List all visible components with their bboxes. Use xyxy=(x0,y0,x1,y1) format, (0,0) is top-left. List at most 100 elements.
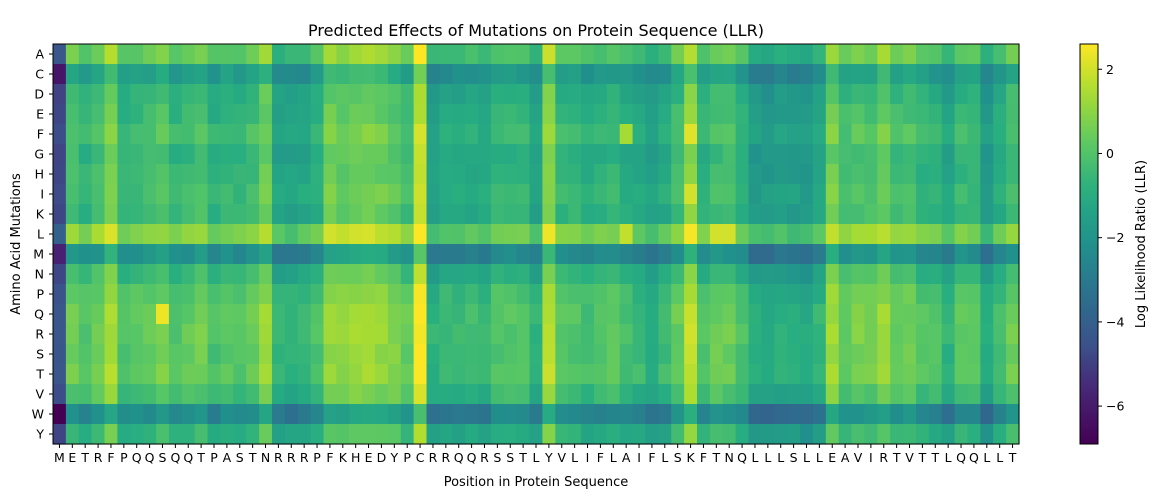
heatmap-cell xyxy=(375,164,389,185)
heatmap-cell xyxy=(568,364,582,385)
heatmap-cell xyxy=(78,324,93,345)
heatmap-cell xyxy=(143,364,157,385)
heatmap-cell xyxy=(890,244,904,265)
heatmap-cell xyxy=(336,384,350,405)
heatmap-cell xyxy=(439,44,453,65)
heatmap-cell xyxy=(697,244,711,265)
heatmap-cell xyxy=(465,44,479,65)
heatmap-cell xyxy=(555,224,569,245)
heatmap-cell xyxy=(439,324,453,345)
heatmap-cell xyxy=(800,264,814,285)
heatmap-cell xyxy=(53,164,67,185)
heatmap-cell xyxy=(65,284,80,305)
heatmap-cell xyxy=(207,164,222,185)
x-tick-label: N xyxy=(261,450,270,465)
heatmap-cell xyxy=(980,44,994,65)
heatmap-cell xyxy=(787,184,801,205)
heatmap-cell xyxy=(980,124,994,145)
heatmap-cell xyxy=(259,184,273,205)
heatmap-cell xyxy=(684,204,698,225)
heatmap-cell xyxy=(529,124,544,145)
heatmap-cell xyxy=(297,184,312,205)
heatmap-cell xyxy=(349,224,363,245)
heatmap-cell xyxy=(735,384,750,405)
heatmap-cell xyxy=(490,144,505,165)
heatmap-cell xyxy=(478,224,492,245)
heatmap-cell xyxy=(426,124,440,145)
heatmap-cell xyxy=(259,424,273,445)
heatmap-cell xyxy=(774,224,788,245)
heatmap-cell xyxy=(336,104,350,125)
heatmap-cell xyxy=(903,244,917,265)
heatmap-cell xyxy=(246,404,260,425)
y-tick-label: Y xyxy=(35,427,44,442)
heatmap-cell xyxy=(735,204,750,225)
heatmap-cell xyxy=(993,164,1007,185)
heatmap-cell xyxy=(323,264,337,285)
x-tick-label: R xyxy=(441,450,450,465)
x-tick-label: A xyxy=(622,450,631,465)
heatmap-cell xyxy=(362,124,376,145)
x-tick-label: F xyxy=(700,450,707,465)
heatmap-cell xyxy=(233,124,247,145)
heatmap-cell xyxy=(297,284,312,305)
heatmap-cell xyxy=(181,284,196,305)
heatmap-cell xyxy=(890,124,904,145)
heatmap-cell xyxy=(375,124,389,145)
heatmap-cell xyxy=(53,44,67,65)
heatmap-cell xyxy=(787,224,801,245)
heatmap-cell xyxy=(194,64,209,85)
heatmap-cell xyxy=(156,344,170,365)
heatmap-cell xyxy=(774,44,788,65)
heatmap-cell xyxy=(709,344,724,365)
heatmap-cell xyxy=(284,104,299,125)
heatmap-cell xyxy=(542,284,556,305)
heatmap-cell xyxy=(104,224,118,245)
heatmap-cell xyxy=(246,324,260,345)
heatmap-cell xyxy=(516,124,531,145)
heatmap-cell xyxy=(748,324,762,345)
heatmap-cell xyxy=(426,144,440,165)
heatmap-cell xyxy=(349,64,363,85)
heatmap-cell xyxy=(993,144,1007,165)
heatmap-cell xyxy=(800,384,814,405)
heatmap-cell xyxy=(387,144,402,165)
heatmap-cell xyxy=(709,164,724,185)
heatmap-cell xyxy=(284,344,299,365)
heatmap-cell xyxy=(632,84,647,105)
heatmap-cell xyxy=(181,124,196,145)
heatmap-cell xyxy=(967,424,981,445)
heatmap-cell xyxy=(890,344,904,365)
heatmap-cell xyxy=(181,244,196,265)
heatmap-cell xyxy=(143,244,157,265)
heatmap-cell xyxy=(619,104,634,125)
x-tick-label: A xyxy=(841,450,850,465)
heatmap-cell xyxy=(735,304,750,325)
heatmap-cell xyxy=(555,64,569,85)
heatmap-cell xyxy=(284,284,299,305)
heatmap-cell xyxy=(915,324,930,345)
heatmap-cell xyxy=(310,304,325,325)
heatmap-cell xyxy=(787,204,801,225)
heatmap-cell xyxy=(284,424,299,445)
heatmap-cell xyxy=(375,364,389,385)
heatmap-cell xyxy=(581,344,595,365)
heatmap-cell xyxy=(606,284,621,305)
heatmap-cell xyxy=(439,84,453,105)
heatmap-cell xyxy=(271,284,286,305)
heatmap-cell xyxy=(800,284,814,305)
heatmap-cell xyxy=(297,144,312,165)
heatmap-cell xyxy=(915,264,930,285)
heatmap-cell xyxy=(928,264,943,285)
heatmap-cell xyxy=(130,184,144,205)
heatmap-cell xyxy=(658,244,672,265)
heatmap-cell xyxy=(117,364,131,385)
heatmap-cell xyxy=(903,364,917,385)
heatmap-cell xyxy=(658,384,672,405)
heatmap-cell xyxy=(632,44,647,65)
heatmap-cell xyxy=(697,304,711,325)
heatmap-cell xyxy=(439,144,453,165)
heatmap-cell xyxy=(709,364,724,385)
heatmap-cell xyxy=(323,324,337,345)
heatmap-cell xyxy=(65,344,80,365)
